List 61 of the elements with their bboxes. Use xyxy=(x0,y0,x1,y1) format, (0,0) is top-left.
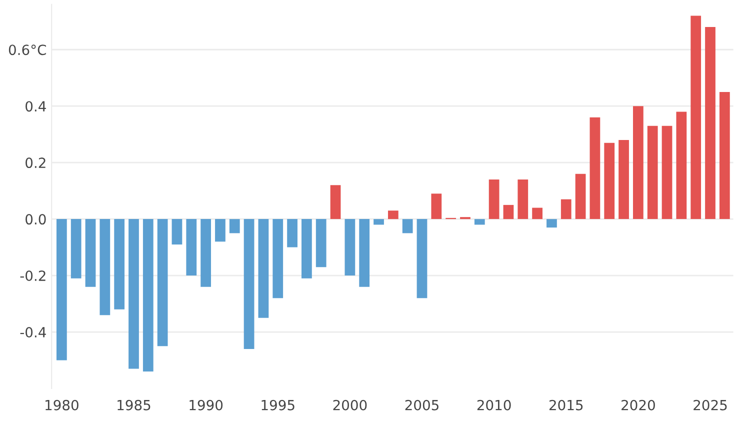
bar xyxy=(705,27,716,220)
bar xyxy=(532,208,542,220)
bar xyxy=(85,219,96,287)
x-tick-label: 1980 xyxy=(46,400,78,410)
bar xyxy=(229,219,240,234)
bar xyxy=(431,194,442,220)
x-tick-label: 2000 xyxy=(333,400,367,410)
bar xyxy=(302,219,312,278)
bar xyxy=(374,219,384,225)
y-tick-label: 0.6°C xyxy=(8,44,46,56)
bar xyxy=(287,219,298,248)
bar xyxy=(633,106,644,220)
y-tick-label: -0.2 xyxy=(20,270,46,282)
x-tick-label: 2020 xyxy=(622,400,655,410)
bar xyxy=(590,117,600,220)
bar xyxy=(142,219,154,372)
y-tick-label: 0.2 xyxy=(26,158,46,168)
y-tick-label: -0.4 xyxy=(20,326,46,338)
y-tick-label: 0.0 xyxy=(26,214,46,225)
bar xyxy=(200,219,211,287)
bar xyxy=(618,140,629,220)
bar xyxy=(100,219,110,316)
bar xyxy=(272,219,284,298)
x-tick-label: 1990 xyxy=(190,400,223,410)
bar xyxy=(416,219,428,298)
bar xyxy=(676,112,687,220)
bar xyxy=(344,219,356,276)
bar xyxy=(157,219,168,346)
bar xyxy=(604,142,615,220)
bar xyxy=(402,219,413,234)
bar xyxy=(172,219,182,244)
bar xyxy=(70,219,82,278)
bar xyxy=(690,16,702,220)
x-tick-label: 1995 xyxy=(262,400,294,410)
bar xyxy=(388,210,398,220)
bar xyxy=(56,219,67,360)
x-tick-label: 2005 xyxy=(405,400,438,410)
bar xyxy=(330,185,341,220)
bar xyxy=(316,219,326,268)
bar xyxy=(258,219,269,318)
bar xyxy=(560,199,572,220)
bar xyxy=(662,126,672,220)
bar xyxy=(488,180,500,220)
bar xyxy=(359,219,370,287)
bar xyxy=(647,126,658,220)
bar xyxy=(244,219,254,349)
bar xyxy=(186,219,197,276)
bar xyxy=(575,174,586,220)
bar xyxy=(114,219,125,310)
x-tick-label: 2010 xyxy=(477,400,511,410)
bar xyxy=(128,219,139,369)
bar xyxy=(215,219,226,242)
x-tick-label: 1985 xyxy=(118,400,150,410)
x-tick-label: 2015 xyxy=(549,400,583,410)
bar xyxy=(503,204,514,220)
bar xyxy=(719,92,730,220)
bar xyxy=(474,219,485,225)
x-tick-label: 2025 xyxy=(694,400,727,410)
bar xyxy=(518,180,528,220)
bar xyxy=(546,219,557,228)
y-tick-label: 0.4 xyxy=(26,101,46,112)
